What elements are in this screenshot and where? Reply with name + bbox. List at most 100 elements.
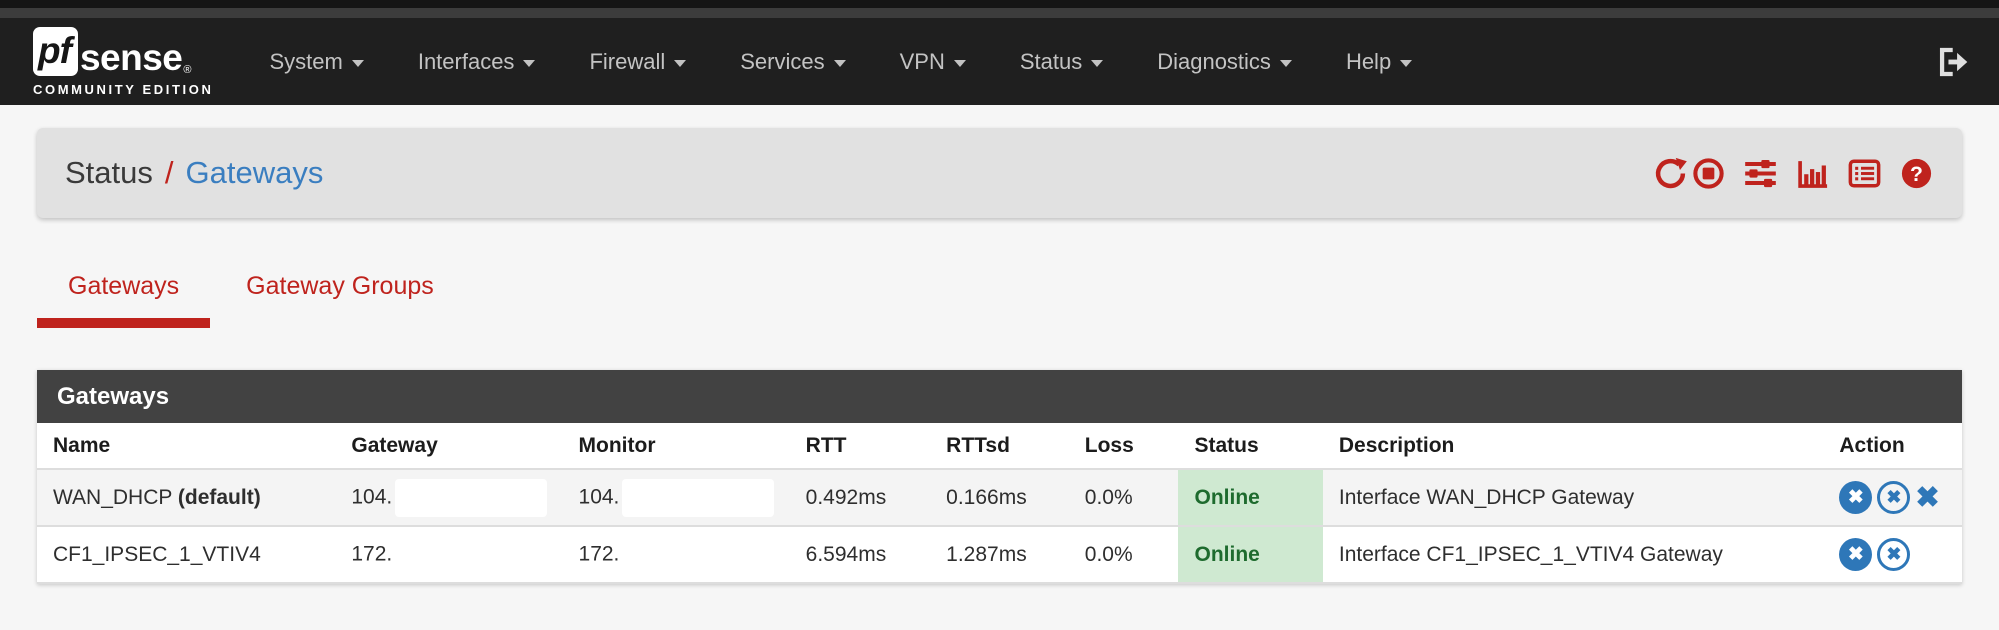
sign-out-icon[interactable]: [1935, 45, 1969, 79]
nav-menu: System Interfaces Firewall Services VPN Statu…: [269, 18, 1413, 105]
nav-item-status[interactable]: Status: [1019, 18, 1104, 105]
nav-item-label: Diagnostics: [1157, 48, 1271, 74]
column-header-rttsd: RTTsd: [930, 423, 1069, 470]
column-header-rtt: RTT: [789, 423, 931, 470]
action-cell: ✖ ✖ ✖: [1823, 469, 1962, 527]
rtt-cell: 0.492ms: [789, 469, 931, 527]
column-header-loss: Loss: [1068, 423, 1179, 470]
tab-gateway-groups[interactable]: Gateway Groups: [246, 272, 434, 300]
chevron-down-icon: [523, 59, 536, 67]
rtt-cell: 6.594ms: [789, 526, 931, 584]
times-circle-outline-icon[interactable]: ✖: [1877, 481, 1911, 514]
panel-title: Gateways: [37, 370, 1962, 423]
gateway-row: CF1_IPSEC_1_VTIV4 172. 172. 6.594ms 1.287ms 0…: [37, 526, 1962, 584]
chevron-down-icon: [1400, 59, 1413, 67]
description-cell: Interface WAN_DHCP Gateway: [1322, 469, 1824, 527]
nav-item-label: Status: [1019, 48, 1083, 74]
nav-item-firewall[interactable]: Firewall: [589, 18, 687, 105]
nav-item-services[interactable]: Services: [740, 18, 846, 105]
chevron-down-icon: [351, 59, 364, 67]
column-header-gateway: Gateway: [335, 423, 563, 470]
monitor-address: 172.: [578, 542, 620, 566]
nav-item-system[interactable]: System: [269, 18, 364, 105]
column-header-status: Status: [1178, 423, 1323, 470]
community-edition-label: COMMUNITY EDITION: [33, 81, 214, 97]
settings-sliders-icon[interactable]: [1743, 156, 1778, 191]
status-badge: Online: [1178, 526, 1323, 584]
gateway-address-cell: 172.: [335, 526, 563, 584]
breadcrumb-section: Status: [65, 155, 153, 190]
rttsd-cell: 1.287ms: [930, 526, 1069, 584]
nav-item-label: Services: [740, 48, 825, 74]
gateway-address: 172.: [351, 542, 393, 566]
tab-gateways[interactable]: Gateways: [37, 272, 211, 328]
nav-item-interfaces[interactable]: Interfaces: [418, 18, 536, 105]
column-header-action: Action: [1823, 423, 1962, 470]
window-top-strip: [0, 0, 1999, 8]
chevron-down-icon: [833, 59, 846, 67]
nav-item-label: Firewall: [589, 48, 666, 74]
gateways-table-body: WAN_DHCP (default) 104. 104. 0.492ms 0.166ms…: [37, 469, 1962, 584]
pfsense-logo-text: pf sense ®: [33, 26, 213, 76]
nav-item-help[interactable]: Help: [1345, 18, 1413, 105]
refresh-icon[interactable]: [1653, 156, 1688, 191]
gateway-name: WAN_DHCP: [53, 485, 173, 509]
main-navbar: pf sense ® COMMUNITY EDITION System Interfa…: [0, 18, 1999, 105]
nav-item-label: Help: [1345, 48, 1392, 74]
gateway-address: 104.: [351, 485, 393, 509]
rttsd-cell: 0.166ms: [930, 469, 1069, 527]
window-title-strip: [0, 8, 1999, 18]
monitor-address-cell: 172.: [562, 526, 790, 584]
gateway-address-cell: 104.: [335, 469, 563, 527]
registered-mark: ®: [183, 63, 192, 76]
gateways-table: Name Gateway Monitor RTT RTTsd Loss Status Desc…: [37, 423, 1962, 584]
redaction-box: [395, 535, 548, 574]
pf-logo-box: pf: [33, 26, 78, 76]
column-header-description: Description: [1322, 423, 1824, 470]
loss-cell: 0.0%: [1068, 469, 1179, 527]
chevron-down-icon: [953, 59, 966, 67]
chevron-down-icon: [674, 59, 687, 67]
column-header-name: Name: [37, 423, 336, 470]
nav-item-label: Interfaces: [417, 48, 515, 74]
loss-cell: 0.0%: [1068, 526, 1179, 584]
breadcrumb-separator: /: [164, 155, 174, 190]
svg-text:?: ?: [1910, 162, 1923, 185]
gateway-name: CF1_IPSEC_1_VTIV4: [53, 542, 261, 566]
nav-item-label: System: [269, 48, 343, 74]
redaction-box: [395, 478, 548, 517]
chevron-down-icon: [1091, 59, 1104, 67]
header-action-icons: ?: [1653, 156, 1934, 191]
table-header-row: Name Gateway Monitor RTT RTTsd Loss Status Desc…: [37, 423, 1962, 470]
monitor-address-cell: 104.: [562, 469, 790, 527]
gateway-name-cell: WAN_DHCP (default): [37, 469, 336, 527]
gateway-row: WAN_DHCP (default) 104. 104. 0.492ms 0.166ms…: [37, 469, 1962, 527]
nav-item-label: VPN: [899, 48, 945, 74]
times-circle-solid-icon[interactable]: ✖: [1839, 481, 1873, 514]
breadcrumb: Status / Gateways: [37, 128, 1962, 218]
help-icon[interactable]: ?: [1899, 156, 1934, 191]
gateway-name-cell: CF1_IPSEC_1_VTIV4: [37, 526, 336, 584]
chevron-down-icon: [1279, 59, 1292, 67]
times-icon[interactable]: ✖: [1915, 482, 1940, 514]
status-badge: Online: [1178, 469, 1323, 527]
column-header-monitor: Monitor: [562, 423, 790, 470]
tab-bar: Gateways Gateway Groups: [37, 272, 1962, 328]
breadcrumb-page-link[interactable]: Gateways: [185, 155, 324, 190]
times-circle-solid-icon[interactable]: ✖: [1839, 538, 1873, 571]
nav-item-diagnostics[interactable]: Diagnostics: [1157, 18, 1292, 105]
action-cell: ✖ ✖: [1823, 526, 1962, 584]
pfsense-logo[interactable]: pf sense ® COMMUNITY EDITION: [33, 26, 214, 97]
page-content: Status / Gateways: [0, 128, 1999, 584]
redaction-box: [622, 478, 775, 517]
monitor-address: 104.: [578, 485, 620, 509]
times-circle-outline-icon[interactable]: ✖: [1877, 538, 1911, 571]
view-log-icon[interactable]: [1847, 156, 1882, 191]
gateway-default-flag: (default): [177, 485, 261, 509]
stop-icon[interactable]: [1691, 156, 1726, 191]
nav-item-vpn[interactable]: VPN: [900, 18, 966, 105]
gateways-panel: Gateways Name Gateway Monitor RTT RTTsd Loss S…: [37, 370, 1962, 584]
redaction-box: [622, 535, 775, 574]
monitoring-graph-icon[interactable]: [1795, 156, 1830, 191]
description-cell: Interface CF1_IPSEC_1_VTIV4 Gateway: [1322, 526, 1824, 584]
